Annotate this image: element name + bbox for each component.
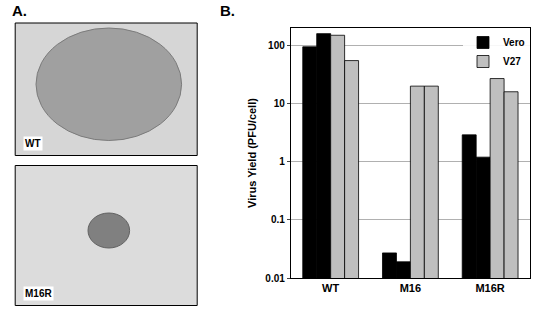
svg-text:100: 100 (268, 40, 285, 51)
svg-text:WT: WT (322, 282, 339, 294)
svg-text:Vero: Vero (503, 37, 525, 48)
svg-text:WT: WT (25, 138, 41, 149)
svg-text:10: 10 (274, 98, 286, 109)
svg-text:0.01: 0.01 (265, 273, 285, 284)
svg-text:V27: V27 (503, 56, 521, 67)
svg-text:Virus Yield (PFU/cell): Virus Yield (PFU/cell) (246, 98, 258, 208)
svg-text:A.: A. (12, 2, 27, 19)
svg-text:B.: B. (220, 2, 235, 19)
svg-text:M16R: M16R (25, 288, 52, 299)
svg-text:M16: M16 (400, 282, 421, 294)
svg-text:0.1: 0.1 (271, 214, 285, 225)
svg-text:1: 1 (279, 156, 285, 167)
svg-text:M16R: M16R (475, 282, 504, 294)
